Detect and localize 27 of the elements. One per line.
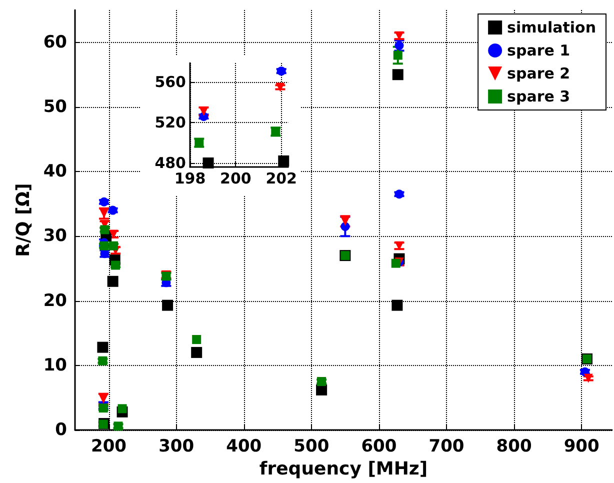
x-tick-label: 300	[158, 436, 194, 456]
legend-label: spare 3	[507, 88, 570, 106]
legend-label: spare 2	[507, 64, 570, 82]
x-tick-label: 198	[174, 170, 206, 188]
legend-label: spare 1	[507, 42, 570, 60]
y-tick-label: 560	[154, 73, 186, 92]
x-tick-label: 600	[361, 436, 397, 456]
y-axis-title: R/Q [Ω]	[12, 183, 34, 257]
x-tick-label: 800	[496, 436, 532, 456]
x-tick-label: 700	[428, 436, 464, 456]
x-tick-label: 200	[91, 436, 127, 456]
y-tick-label: 0	[55, 420, 68, 440]
x-tick-label: 202	[266, 170, 297, 188]
y-tick-label: 10	[43, 355, 68, 376]
x-axis-title: frequency [MHz]	[259, 458, 428, 480]
y-tick-label: 30	[43, 226, 68, 246]
y-tick-label: 480	[154, 154, 186, 172]
x-tick-label: 900	[564, 436, 600, 456]
y-tick-label: 520	[154, 114, 186, 132]
y-tick-label: 20	[43, 290, 68, 311]
x-tick-label: 200	[220, 170, 252, 188]
x-tick-label: 400	[226, 436, 262, 456]
y-tick-label: 60	[43, 32, 68, 52]
y-tick-label: 40	[43, 162, 68, 182]
legend-label: simulation	[507, 18, 596, 36]
x-tick-label: 500	[294, 436, 330, 456]
y-tick-label: 50	[43, 96, 68, 117]
